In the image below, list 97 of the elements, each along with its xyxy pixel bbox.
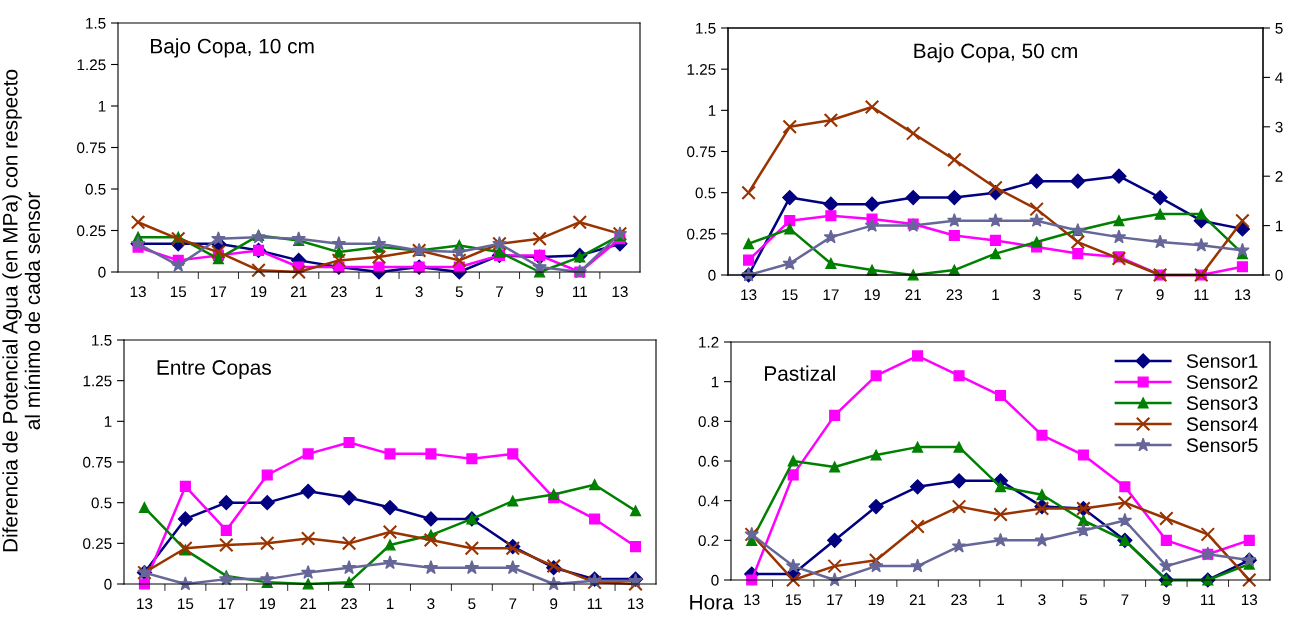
y-tick-label: 0 (711, 574, 719, 586)
y-tick-label: 1.25 (83, 375, 112, 387)
y-tick-label: 1 (104, 416, 112, 427)
x-tick-label: 5 (1079, 594, 1088, 606)
legend-label: Sensor1 (1186, 354, 1258, 368)
y-tick-label: 1.5 (92, 335, 112, 346)
y-tick-label: 1.25 (687, 64, 716, 75)
x-tick-label: 3 (1032, 289, 1041, 301)
y-tick-label: 1 (98, 101, 106, 112)
x-tick-label: 7 (496, 286, 503, 297)
y-tick-label: 0 (104, 578, 112, 590)
y-tick-label: 0 (708, 269, 716, 281)
x-tick-label: 13 (628, 598, 644, 610)
x-tick-label: 3 (1038, 594, 1046, 606)
legend-label: Sensor3 (1186, 396, 1258, 411)
x-tick-label: 23 (331, 286, 347, 298)
x-tick-label: 19 (259, 598, 275, 610)
text: Pastizal (765, 365, 835, 381)
x-tick-label: 13 (137, 598, 153, 610)
x-tick-label: 17 (218, 598, 235, 609)
x-tick-label: 21 (909, 594, 926, 605)
text: Entre Copas (157, 360, 271, 379)
y-tick-label: 0.5 (85, 183, 106, 195)
x-tick-label: 13 (744, 594, 760, 606)
x-tick-label: 23 (341, 598, 357, 610)
y-tick-label: 1 (708, 105, 716, 116)
y-tick-label: 0.8 (698, 416, 719, 428)
x-tick-label: 7 (1115, 289, 1123, 300)
y-tick-label: 0.2 (698, 535, 719, 547)
y-tick-label: 0.75 (83, 456, 112, 468)
legend-label: Sensor2 (1186, 375, 1258, 389)
x-tick-label: 13 (612, 286, 628, 298)
x-tick-label: 15 (170, 286, 187, 298)
x-tick-label: 13 (130, 286, 146, 298)
x-tick-label: 21 (905, 289, 921, 300)
y2-tick-label: 4 (1275, 72, 1283, 83)
x-tick-label: 15 (782, 289, 798, 301)
x-tick-label: 11 (1194, 289, 1209, 300)
text: Bajo Copa, 50 cm (914, 42, 1077, 63)
y-tick-label: 0.75 (687, 146, 716, 158)
x-tick-label: 7 (509, 598, 517, 609)
y-tick-label: 0.6 (698, 455, 719, 467)
x-tick-label: 11 (587, 598, 602, 609)
y-tick-label: 0.75 (77, 142, 106, 154)
x-tick-label: 13 (1241, 594, 1258, 606)
x-tick-label: 1 (992, 289, 999, 300)
y-tick-label: 1.2 (699, 336, 719, 348)
y-tick-label: 0.25 (83, 538, 112, 550)
x-tick-label: 9 (1162, 594, 1170, 606)
text: Bajo Copa, 10 cm (151, 38, 314, 58)
x-tick-label: 23 (951, 594, 967, 606)
x-tick-label: 5 (468, 598, 476, 610)
x-tick-label: 1 (386, 598, 394, 609)
y2-tick-label: 3 (1275, 121, 1283, 133)
x-tick-label: 13 (1235, 289, 1251, 301)
x-tick-label: 5 (1074, 289, 1082, 301)
x-tick-label: 7 (1121, 594, 1129, 605)
x-tick-label: 13 (741, 289, 757, 301)
y2-tick-label: 2 (1275, 171, 1283, 182)
x-tick-label: 17 (211, 286, 227, 297)
y-tick-label: 1.25 (77, 59, 106, 71)
x-tick-label: 1 (375, 286, 383, 297)
y2-tick-label: 5 (1275, 23, 1283, 34)
x-tick-label: 5 (455, 286, 463, 298)
y-tick-label: 1 (711, 376, 719, 388)
legend-label: Sensor5 (1186, 438, 1258, 453)
x-axis-title: Hora (690, 595, 734, 610)
x-tick-label: 9 (536, 286, 544, 298)
x-tick-label: 19 (868, 594, 884, 606)
x-tick-label: 17 (827, 594, 843, 605)
x-tick-label: 11 (573, 286, 587, 297)
x-tick-label: 21 (300, 598, 316, 609)
y-axis-title: Diferencia de Potencial Agua (en MPa) con respecto al mínimo de cada sensor (2, 69, 41, 552)
x-tick-label: 3 (415, 286, 423, 298)
x-tick-label: 17 (823, 289, 839, 300)
x-tick-label: 15 (785, 594, 802, 606)
y-tick-label: 0.5 (91, 497, 112, 509)
x-tick-label: 9 (1156, 289, 1164, 301)
y-tick-label: 0 (98, 266, 106, 278)
y2-tick-label: 0 (1275, 269, 1283, 281)
x-tick-label: 1 (997, 594, 1004, 605)
x-tick-label: 19 (251, 286, 267, 298)
x-tick-label: 23 (946, 289, 963, 301)
x-tick-label: 21 (290, 286, 307, 297)
x-tick-label: 9 (550, 598, 558, 610)
y-tick-label: 1.5 (86, 18, 106, 29)
y-tick-label: 0.25 (687, 228, 716, 240)
legend-label: Sensor4 (1186, 417, 1258, 432)
y-tick-label: 0.5 (695, 187, 716, 199)
x-tick-label: 11 (1201, 594, 1215, 605)
x-tick-label: 15 (178, 598, 194, 610)
x-tick-label: 3 (427, 598, 435, 610)
y-tick-label: 0.25 (77, 225, 106, 237)
y-tick-label: 1.5 (696, 23, 716, 34)
x-tick-label: 19 (864, 289, 880, 301)
y-tick-label: 0.4 (698, 495, 719, 507)
y2-tick-label: 1 (1275, 220, 1283, 232)
